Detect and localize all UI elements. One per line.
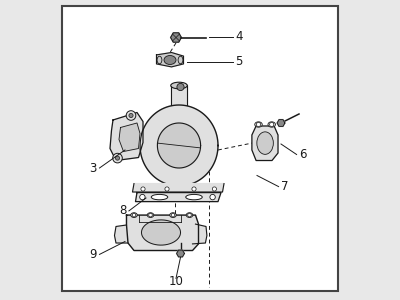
Circle shape xyxy=(141,187,145,191)
Polygon shape xyxy=(132,184,224,192)
Ellipse shape xyxy=(186,194,202,200)
Circle shape xyxy=(171,213,175,217)
Polygon shape xyxy=(252,126,278,160)
Polygon shape xyxy=(192,224,207,244)
Circle shape xyxy=(177,83,184,91)
Ellipse shape xyxy=(147,213,154,218)
Ellipse shape xyxy=(186,213,193,218)
Circle shape xyxy=(132,213,136,217)
Text: 8: 8 xyxy=(119,204,126,218)
Polygon shape xyxy=(170,33,182,42)
Polygon shape xyxy=(114,225,128,243)
Circle shape xyxy=(256,122,261,127)
Text: 3: 3 xyxy=(89,161,96,175)
Polygon shape xyxy=(110,112,143,160)
Ellipse shape xyxy=(151,194,168,200)
Circle shape xyxy=(188,213,191,217)
Circle shape xyxy=(212,187,216,191)
Circle shape xyxy=(140,194,145,200)
Ellipse shape xyxy=(268,122,276,127)
Circle shape xyxy=(113,153,122,163)
Polygon shape xyxy=(142,220,180,245)
Ellipse shape xyxy=(178,56,183,64)
Circle shape xyxy=(116,156,120,160)
FancyBboxPatch shape xyxy=(62,6,338,291)
Circle shape xyxy=(210,194,215,200)
Polygon shape xyxy=(126,215,198,250)
Polygon shape xyxy=(277,120,285,126)
Text: 9: 9 xyxy=(89,248,96,261)
Polygon shape xyxy=(119,123,140,152)
Text: 5: 5 xyxy=(235,55,243,68)
Ellipse shape xyxy=(255,122,262,127)
Ellipse shape xyxy=(257,132,273,154)
Polygon shape xyxy=(156,52,184,67)
Polygon shape xyxy=(136,193,221,202)
Ellipse shape xyxy=(164,56,176,64)
Polygon shape xyxy=(177,250,184,257)
Ellipse shape xyxy=(170,213,176,218)
Polygon shape xyxy=(140,105,218,186)
Text: 7: 7 xyxy=(281,180,288,193)
Ellipse shape xyxy=(157,56,162,64)
Ellipse shape xyxy=(171,82,187,89)
Circle shape xyxy=(165,187,169,191)
Circle shape xyxy=(126,111,136,120)
Polygon shape xyxy=(158,123,200,168)
Circle shape xyxy=(192,187,196,191)
Circle shape xyxy=(270,122,274,127)
Circle shape xyxy=(149,213,152,217)
Polygon shape xyxy=(171,85,187,105)
Ellipse shape xyxy=(131,213,137,218)
Text: 4: 4 xyxy=(235,30,243,43)
Text: 10: 10 xyxy=(168,275,184,288)
Circle shape xyxy=(129,113,133,118)
Text: 6: 6 xyxy=(299,148,306,161)
